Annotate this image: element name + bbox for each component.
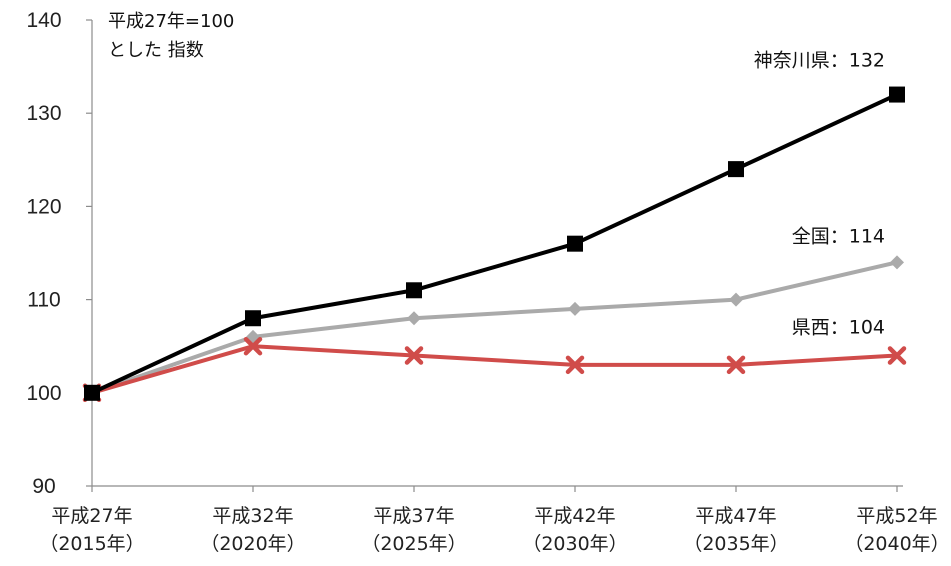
- series-神奈川県: [84, 86, 905, 401]
- series-line: [91, 260, 898, 395]
- data-point-square: [889, 86, 905, 103]
- x-tick-label: 平成37年（2025年）: [361, 505, 466, 555]
- y-tick-label: 100: [26, 382, 61, 405]
- series-line: [91, 92, 898, 395]
- series-県西: [82, 336, 907, 403]
- y-axis-ticks: 90 100 110 120 130 140: [26, 9, 92, 498]
- x-tick-label: 平成42年（2030年）: [522, 505, 627, 555]
- data-point-x: [726, 355, 746, 375]
- series-layer: [82, 86, 907, 403]
- index-note-line-1: 平成27年=100: [108, 11, 234, 32]
- y-tick-label: 130: [26, 102, 61, 125]
- x-tick-label: 平成32年（2020年）: [200, 505, 305, 555]
- data-point-x: [404, 346, 424, 365]
- data-point-diamond: [890, 255, 904, 270]
- y-tick-label: 90: [32, 475, 55, 498]
- series-end-label: 全国：114: [792, 225, 885, 247]
- data-point-diamond: [568, 301, 582, 316]
- series-全国: [85, 255, 904, 400]
- index-note-line-2: とした 指数: [108, 40, 204, 61]
- y-tick-label: 120: [26, 195, 61, 218]
- data-point-square: [728, 161, 744, 178]
- data-point-square: [406, 282, 422, 299]
- data-point-diamond: [407, 311, 421, 326]
- data-point-square: [567, 235, 583, 252]
- data-point-x: [565, 355, 585, 375]
- data-point-square: [84, 384, 100, 401]
- x-tick-label: 平成27年（2015年）: [39, 505, 144, 555]
- x-tick-label: 平成52年（2040年）: [844, 505, 949, 555]
- data-point-square: [245, 310, 261, 327]
- axes: [91, 20, 903, 487]
- series-line: [91, 344, 898, 395]
- series-end-label: 神奈川県：132: [754, 50, 885, 72]
- y-tick-label: 140: [26, 9, 61, 32]
- y-tick-label: 110: [27, 289, 60, 312]
- x-axis-ticks: 平成27年（2015年） 平成32年（2020年） 平成37年（2025年） 平成42…: [39, 486, 950, 555]
- data-point-x: [887, 346, 907, 365]
- x-tick-label: 平成47年（2035年）: [683, 505, 788, 555]
- data-point-x: [243, 336, 263, 356]
- series-end-label: 県西：104: [792, 317, 885, 339]
- data-point-diamond: [729, 292, 743, 307]
- series-end-labels: 神奈川県：132 全国：114 県西：104: [754, 50, 885, 339]
